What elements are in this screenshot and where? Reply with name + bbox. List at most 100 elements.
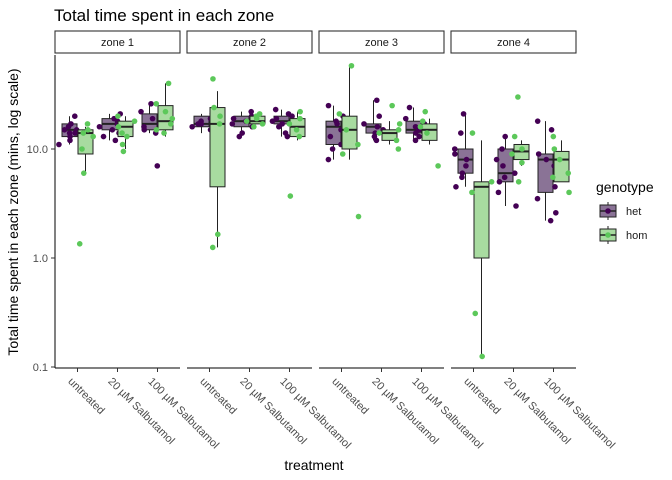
het-point xyxy=(548,127,555,133)
hom-box xyxy=(549,133,572,196)
het-point xyxy=(459,174,465,181)
het-point xyxy=(453,183,459,190)
het-box xyxy=(269,106,295,140)
hom-point xyxy=(551,146,558,152)
hom-point xyxy=(479,353,485,360)
hom-point xyxy=(297,108,303,115)
legend-key-point xyxy=(605,208,611,214)
het-point xyxy=(373,97,380,104)
het-point xyxy=(406,104,413,111)
hom-point xyxy=(424,130,430,136)
x-axis-title: treatment xyxy=(284,457,343,473)
het-point xyxy=(72,130,78,136)
hom-point xyxy=(297,115,303,122)
hom-box xyxy=(376,102,403,152)
hom-point xyxy=(85,127,91,133)
het-point xyxy=(376,113,383,119)
hom-point xyxy=(488,179,495,185)
het-point xyxy=(56,141,62,148)
x-tick-label: untreated xyxy=(65,376,106,417)
het-point xyxy=(361,121,367,127)
hom-point xyxy=(153,100,160,107)
legend-label-hom: hom xyxy=(626,230,647,242)
het-point xyxy=(272,106,279,113)
het-point xyxy=(496,179,503,185)
hom-point xyxy=(251,123,257,130)
hom-point xyxy=(293,127,300,133)
het-point xyxy=(141,127,148,133)
x-tick-label: 20 µM Salbutamol xyxy=(105,376,176,447)
het-point xyxy=(273,115,280,122)
hom-box xyxy=(336,62,362,220)
hom-point xyxy=(469,189,475,196)
hom-point xyxy=(556,156,563,163)
hom-point xyxy=(422,108,429,115)
het-point xyxy=(402,115,409,122)
y-tick-label: 0.1 xyxy=(33,362,48,374)
hom-point xyxy=(509,151,515,157)
het-point xyxy=(149,115,156,122)
hom-point xyxy=(79,146,85,152)
hom-point xyxy=(162,108,169,115)
hom-point xyxy=(550,133,557,140)
box xyxy=(553,150,570,183)
het-point xyxy=(552,183,558,190)
hom-point xyxy=(153,127,160,133)
het-point xyxy=(460,111,467,117)
hom-point xyxy=(519,146,525,152)
het-point xyxy=(269,118,276,124)
hom-point xyxy=(395,127,402,133)
hom-point xyxy=(395,146,402,152)
hom-point xyxy=(217,113,223,119)
facet-strip xyxy=(54,30,181,54)
het-point xyxy=(499,146,505,152)
hom-point xyxy=(115,123,122,130)
hom-point xyxy=(348,62,355,69)
het-point xyxy=(463,163,469,169)
box xyxy=(341,115,358,150)
y-tick-label: 10.0 xyxy=(27,144,48,156)
y-axis-title: Total time spent in each zone (mins, log… xyxy=(5,68,21,355)
hom-point xyxy=(435,163,441,169)
het-point xyxy=(463,156,470,163)
het-point xyxy=(229,121,236,127)
box xyxy=(381,129,398,141)
hom-box xyxy=(417,108,441,169)
hom-point xyxy=(549,174,556,181)
het-box xyxy=(493,133,519,209)
het-point xyxy=(500,163,506,169)
het-point xyxy=(534,195,541,202)
hom-point xyxy=(393,137,400,144)
hom-point xyxy=(216,121,223,127)
het-point xyxy=(511,170,518,176)
hom-point xyxy=(389,102,395,109)
facet-strip xyxy=(186,30,313,54)
het-box xyxy=(534,118,559,224)
het-box xyxy=(56,113,80,148)
box xyxy=(537,153,554,193)
het-box xyxy=(402,104,428,144)
het-point xyxy=(327,133,334,140)
hom-point xyxy=(124,133,130,140)
hom-box xyxy=(509,94,530,185)
hom-point xyxy=(259,121,266,127)
hom-point xyxy=(336,111,343,117)
het-point xyxy=(553,209,559,216)
x-tick-label: untreated xyxy=(461,376,502,417)
hom-point xyxy=(286,121,293,127)
hom-point xyxy=(119,130,125,136)
het-point xyxy=(412,137,419,144)
het-point xyxy=(325,102,332,109)
hom-point xyxy=(515,179,522,185)
het-point xyxy=(412,130,419,136)
hom-box xyxy=(76,121,96,247)
het-box xyxy=(451,111,474,190)
hom-point xyxy=(167,121,174,127)
het-point xyxy=(248,108,254,115)
hom-box xyxy=(243,111,266,130)
hom-point xyxy=(119,141,126,148)
hom-point xyxy=(355,213,362,220)
